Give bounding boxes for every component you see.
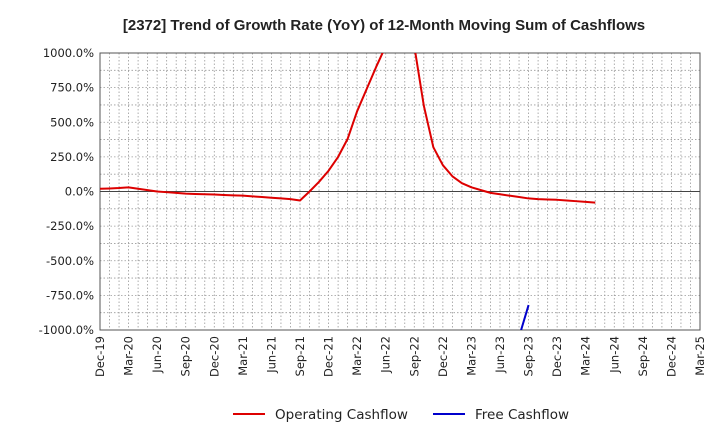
y-tick-label: -1000.0% [39,323,94,337]
x-tick-label: Dec-20 [207,336,221,377]
x-tick-label: Mar-25 [693,336,707,376]
axes [99,52,701,331]
y-tick-label: -250.0% [46,219,94,233]
legend: Operating Cashflow Free Cashflow [233,407,569,423]
x-tick-label: Sep-23 [522,336,536,376]
y-tick-label: 500.0% [50,115,94,129]
x-tick-label: Sep-21 [293,336,307,376]
x-tick-label: Dec-22 [436,336,450,377]
x-tick-label: Mar-22 [350,336,364,376]
y-tick-label: 1000.0% [43,46,94,60]
plot-area [100,53,596,330]
x-tick-label: Sep-20 [179,336,193,376]
y-tick-labels: 1000.0% 750.0% 500.0% 250.0% 0.0% -250.0% -500… [39,46,94,337]
x-tick-label: Sep-24 [636,336,650,376]
x-tick-label: Mar-20 [122,336,136,376]
x-tick-labels: Dec-19 Mar-20 Jun-20 Sep-20 Dec-20 Mar-21 Jun-… [93,336,707,377]
y-tick-label: 250.0% [50,150,94,164]
x-tick-label: Dec-24 [664,336,678,377]
x-tick-label: Dec-19 [93,336,107,377]
x-tick-label: Mar-21 [236,336,250,376]
series-line-operating-cashflow [414,53,596,204]
x-tick-label: Mar-23 [464,336,478,376]
legend-label-operating-cashflow: Operating Cashflow [275,407,408,423]
x-tick-label: Jun-23 [493,336,507,374]
y-tick-label: 0.0% [65,185,94,199]
y-tick-label: 750.0% [50,81,94,95]
series-line-operating-cashflow [100,53,384,202]
x-tick-label: Mar-24 [579,336,593,376]
series-line-free-cashflow [520,304,530,330]
chart-title: [2372] Trend of Growth Rate (YoY) of 12-… [123,17,645,34]
x-tick-label: Dec-23 [550,336,564,377]
x-tick-label: Jun-22 [379,336,393,374]
x-tick-label: Sep-22 [407,336,421,376]
x-tick-label: Jun-20 [150,336,164,374]
y-tick-label: -750.0% [46,288,94,302]
x-tick-label: Dec-21 [322,336,336,377]
x-tick-label: Jun-24 [607,336,621,374]
x-tick-label: Jun-21 [264,336,278,374]
legend-label-free-cashflow: Free Cashflow [475,407,569,423]
grid-lines [99,52,701,331]
y-tick-label: -500.0% [46,254,94,268]
